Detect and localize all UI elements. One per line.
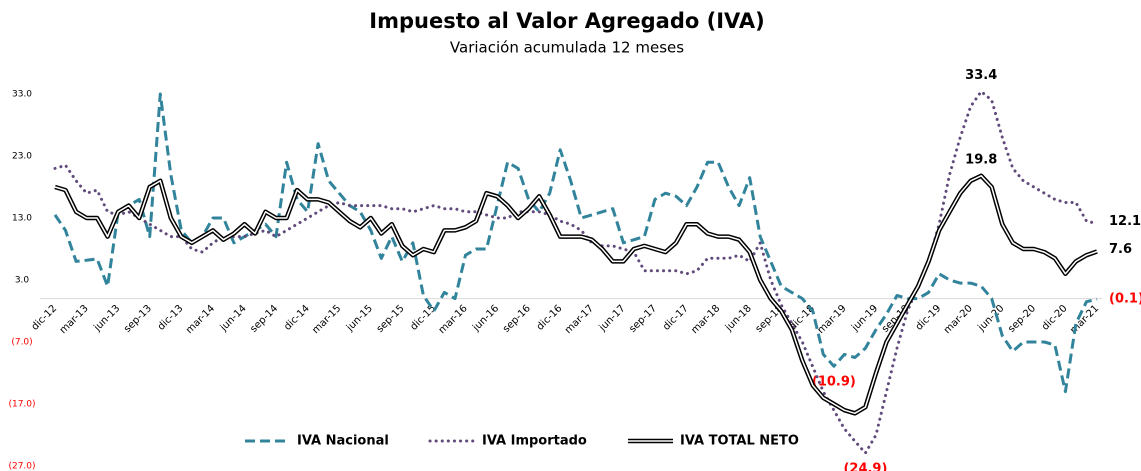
x-tick-label: dic-15	[408, 303, 438, 333]
x-tick-label: dic-13	[156, 303, 186, 333]
y-tick-label: (7.0)	[11, 338, 32, 348]
data-label: 33.4	[965, 68, 997, 83]
x-tick-label: jun-13	[91, 303, 122, 334]
x-tick-label: sep-15	[375, 303, 407, 335]
series-line-inner	[54, 175, 1098, 415]
data-label: (24.9)	[843, 461, 887, 471]
data-label: (0.1)	[1109, 292, 1141, 307]
x-tick-label: sep-14	[248, 303, 280, 335]
y-tick-label: 23.0	[12, 152, 32, 162]
legend-label: IVA Nacional	[297, 434, 389, 449]
x-tick-label: mar-13	[58, 303, 91, 336]
x-tick-label: mar-14	[184, 303, 217, 336]
x-tick-label: jun-16	[470, 303, 501, 334]
x-tick-label: mar-21	[1068, 303, 1101, 336]
x-tick-label: jun-14	[218, 303, 249, 334]
x-tick-label: jun-15	[344, 303, 375, 334]
x-tick-label: mar-15	[310, 303, 343, 336]
x-tick-label: mar-20	[942, 303, 975, 336]
y-tick-label: (27.0)	[8, 462, 35, 471]
x-tick-label: mar-17	[563, 303, 596, 336]
y-tick-label: 33.0	[12, 90, 32, 100]
y-tick-label: (17.0)	[8, 400, 35, 410]
x-tick-label: dic-14	[282, 303, 312, 333]
data-label: 19.8	[965, 152, 997, 167]
x-tick-label: sep-20	[1006, 303, 1038, 335]
data-label: 12.1	[1109, 214, 1141, 229]
x-tick-label: jun-18	[723, 303, 754, 334]
series-line	[54, 173, 1098, 416]
legend-label: IVA TOTAL NETO	[680, 434, 799, 449]
data-label: (10.9)	[812, 375, 856, 390]
data-label: 7.6	[1109, 242, 1132, 257]
x-tick-label: mar-19	[816, 303, 849, 336]
series-line	[53, 92, 1098, 394]
x-tick-label: dic-17	[661, 303, 691, 333]
x-tick-label: dic-12	[30, 303, 60, 333]
x-tick-label: dic-20	[1040, 303, 1070, 333]
chart-subtitle: Variación acumulada 12 meses	[450, 39, 684, 57]
x-tick-label: dic-19	[914, 303, 944, 333]
y-tick-label: 13.0	[12, 214, 32, 224]
x-tick-label: sep-17	[627, 303, 659, 335]
y-tick-label: 3.0	[15, 276, 30, 286]
series-line	[53, 90, 1099, 455]
x-tick-label: dic-16	[535, 303, 565, 333]
x-tick-label: sep-16	[501, 303, 533, 335]
x-tick-label: sep-13	[122, 303, 154, 335]
x-tick-label: mar-18	[689, 303, 722, 336]
x-tick-label: mar-16	[437, 303, 470, 336]
chart-title: Impuesto al Valor Agregado (IVA)	[369, 9, 764, 33]
legend-label: IVA Importado	[482, 434, 587, 449]
x-tick-label: jun-17	[597, 303, 628, 334]
